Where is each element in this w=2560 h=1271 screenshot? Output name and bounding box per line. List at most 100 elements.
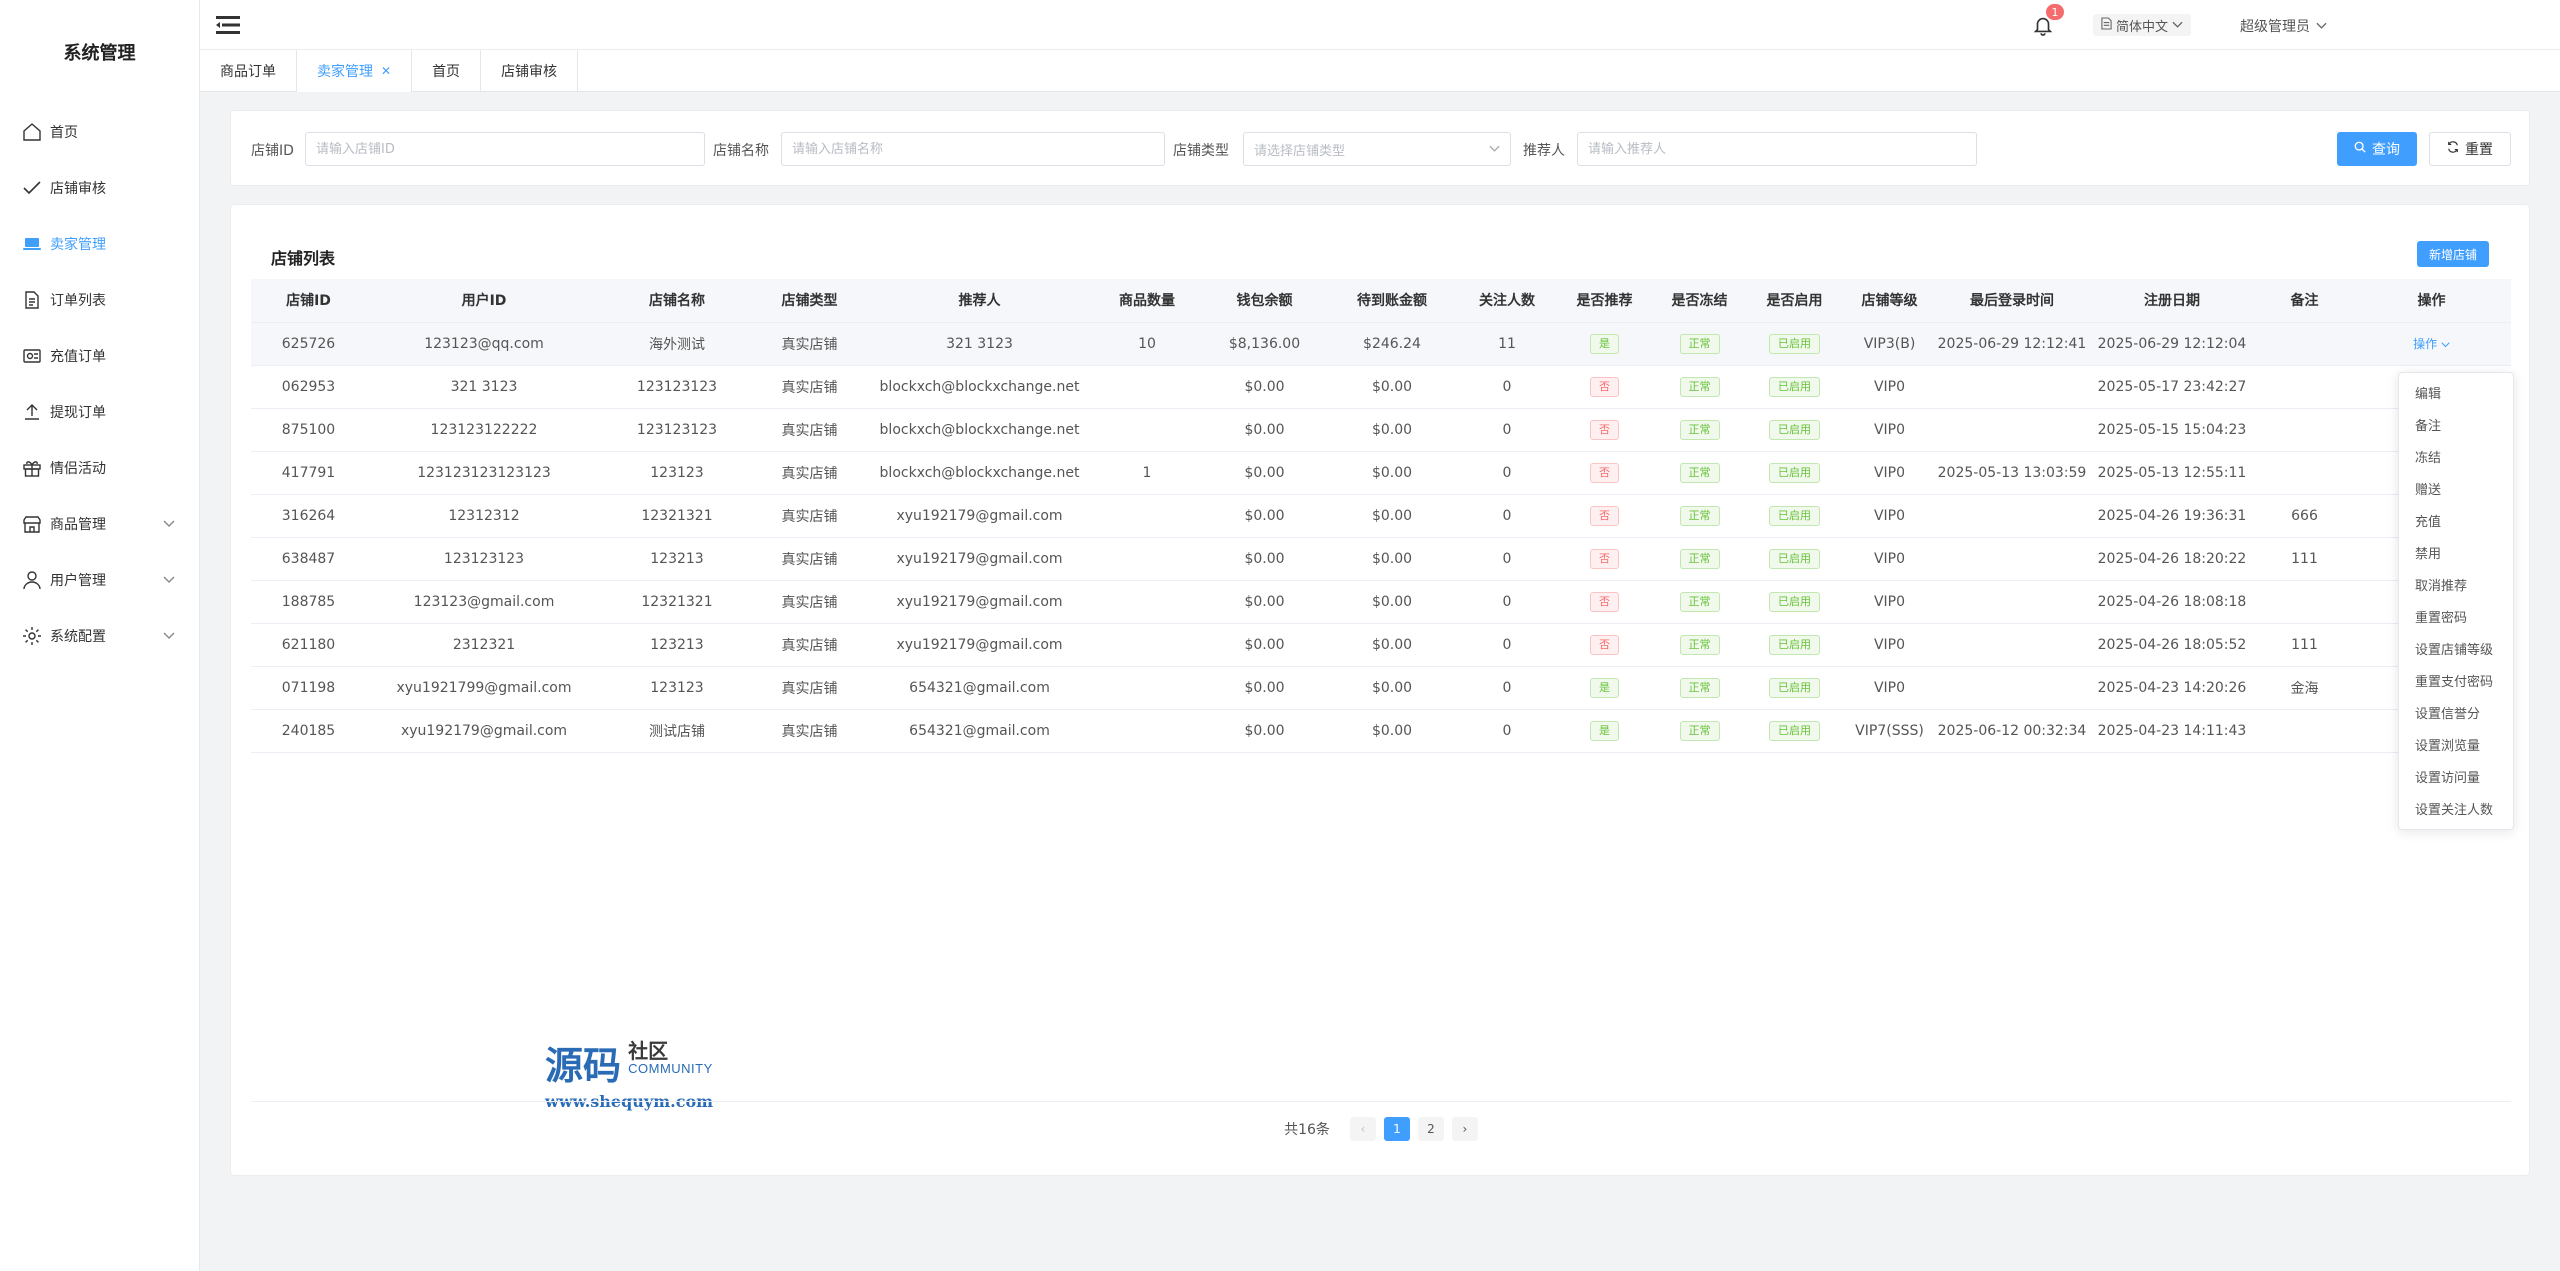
shop-type-select[interactable]: 请选择店铺类型: [1243, 132, 1511, 166]
operation-button[interactable]: 操作: [2413, 337, 2450, 351]
dropdown-item[interactable]: 重置密码: [2415, 611, 2468, 626]
tab[interactable]: 首页: [412, 50, 482, 92]
sidebar-item[interactable]: 卖家管理: [0, 216, 199, 272]
table-row[interactable]: 638487 123123123 123213 真实店铺 xyu192179@gmail…: [251, 537, 2511, 580]
dropdown-item[interactable]: 设置信誉分: [2415, 707, 2481, 722]
table-row[interactable]: 188785 123123@gmail.com 12321321 真实店铺 xyu192…: [251, 580, 2511, 623]
dropdown-item[interactable]: 设置访问量: [2415, 771, 2481, 786]
shop-name-input[interactable]: [781, 132, 1165, 166]
referrer-input[interactable]: [1577, 132, 1977, 166]
sidebar-item[interactable]: 用户管理: [0, 552, 199, 608]
enabled-badge: 已启用: [1769, 376, 1820, 397]
tab[interactable]: 卖家管理 ✕: [297, 50, 413, 92]
table-row[interactable]: 875100 123123122222 123123123 真实店铺 blockxch@…: [251, 408, 2511, 451]
gift-icon: [22, 458, 42, 478]
column-header: 是否推荐: [1557, 279, 1652, 323]
recommend-badge: 否: [1590, 505, 1619, 526]
recommend-badge: 是: [1590, 677, 1619, 698]
chevron-down-icon: [163, 516, 177, 530]
pagination-prev[interactable]: ‹: [1349, 1117, 1376, 1141]
user-menu[interactable]: 超级管理员: [2240, 16, 2327, 36]
pagination-next[interactable]: ›: [1451, 1117, 1478, 1141]
table-cell: 已启用: [1747, 365, 1842, 408]
table-cell: $0.00: [1371, 593, 1413, 610]
menu-toggle-icon[interactable]: [216, 14, 240, 36]
dropdown-item[interactable]: 充值: [2415, 515, 2442, 530]
frozen-badge: 正常: [1679, 419, 1720, 440]
home-icon: [22, 122, 42, 142]
table-cell: 240185: [281, 722, 336, 739]
table-cell: 金海: [2290, 680, 2319, 697]
reset-button[interactable]: 重置: [2429, 132, 2511, 166]
pagination-page[interactable]: 1: [1383, 1117, 1410, 1141]
table-cell: $0.00: [1244, 593, 1285, 610]
table-cell: $0.00: [1371, 421, 1413, 438]
dropdown-item[interactable]: 备注: [2415, 419, 2442, 434]
enabled-badge: 已启用: [1769, 720, 1820, 741]
table-cell: 测试店铺: [649, 723, 705, 740]
table-cell: $246.24: [1363, 335, 1421, 352]
table-row[interactable]: 071198 xyu1921799@gmail.com 123123 真实店铺 6543…: [251, 666, 2511, 709]
tags-view: 商品订单 卖家管理 ✕ 首页 店铺审核: [200, 50, 2560, 92]
dropdown-item[interactable]: 编辑: [2415, 387, 2442, 402]
table-cell: VIP0: [1873, 507, 1906, 524]
table-cell: VIP0: [1873, 464, 1906, 481]
sidebar-item[interactable]: 首页: [0, 104, 199, 160]
table-cell: VIP0: [1873, 421, 1906, 438]
chevron-down-icon: [163, 572, 177, 586]
bell-icon[interactable]: [2032, 14, 2054, 36]
table-cell: 已启用: [1747, 408, 1842, 451]
tab[interactable]: 商品订单: [200, 50, 297, 92]
table-cell: 12312312: [448, 507, 520, 524]
shop-id-input[interactable]: [305, 132, 705, 166]
tab[interactable]: 店铺审核: [481, 50, 579, 92]
add-shop-button[interactable]: 新增店铺: [2417, 241, 2489, 267]
table-cell: 123123@qq.com: [424, 335, 544, 352]
sidebar-item-label: 店铺审核: [50, 181, 106, 197]
table-cell: 已启用: [1747, 322, 1842, 365]
upload-icon: [22, 402, 42, 422]
dropdown-item[interactable]: 重置支付密码: [2415, 675, 2494, 690]
sidebar-item[interactable]: 订单列表: [0, 272, 199, 328]
table-cell: $0.00: [1244, 679, 1285, 696]
dropdown-item[interactable]: 设置店铺等级: [2415, 643, 2494, 658]
sidebar-item[interactable]: 系统配置: [0, 608, 199, 664]
table-row[interactable]: 625726 123123@qq.com 海外测试 真实店铺 321 3123 10 $8,…: [251, 322, 2511, 365]
dropdown-item[interactable]: 设置关注人数: [2415, 803, 2494, 818]
sidebar-item[interactable]: 商品管理: [0, 496, 199, 552]
table-cell: $0.00: [1371, 378, 1413, 395]
table-row[interactable]: 316264 12312312 12321321 真实店铺 xyu192179@gmai…: [251, 494, 2511, 537]
pagination-page[interactable]: 2: [1417, 1117, 1444, 1141]
table-row[interactable]: 621180 2312321 123213 真实店铺 xyu192179@gmail.c…: [251, 623, 2511, 666]
language-select[interactable]: 简体中文: [2093, 14, 2192, 36]
close-icon[interactable]: ✕: [381, 64, 392, 78]
reset-button-label: 重置: [2465, 142, 2493, 158]
query-button[interactable]: 查询: [2337, 132, 2417, 166]
sidebar-item[interactable]: 店铺审核: [0, 160, 199, 216]
sidebar-item[interactable]: 情侣活动: [0, 440, 199, 496]
enabled-badge: 已启用: [1769, 462, 1820, 483]
chevron-down-icon: [2316, 18, 2327, 34]
table-cell: $0.00: [1371, 722, 1413, 739]
dropdown-item[interactable]: 禁用: [2415, 547, 2442, 562]
table-cell: VIP0: [1873, 550, 1906, 567]
enabled-badge: 已启用: [1769, 548, 1820, 569]
table-cell: VIP0: [1873, 378, 1906, 395]
dropdown-item[interactable]: 冻结: [2415, 451, 2442, 466]
table-cell: 真实店铺: [781, 465, 838, 482]
frozen-badge: 正常: [1679, 720, 1720, 741]
table-cell: 0: [1502, 421, 1512, 438]
column-header: 是否冻结: [1652, 279, 1747, 323]
query-button-label: 查询: [2372, 142, 2400, 158]
dropdown-item[interactable]: 设置浏览量: [2415, 739, 2481, 754]
sidebar-item[interactable]: 充值订单: [0, 328, 199, 384]
recommend-badge: 是: [1590, 720, 1619, 741]
dropdown-item[interactable]: 取消推荐: [2415, 579, 2468, 594]
dropdown-item[interactable]: 赠送: [2415, 483, 2442, 498]
table-cell: 正常: [1652, 709, 1747, 752]
sidebar-item[interactable]: 提现订单: [0, 384, 199, 440]
table-row[interactable]: 062953 321 3123 123123123 真实店铺 blockxch@bloc…: [251, 365, 2511, 408]
table-row[interactable]: 240185 xyu192179@gmail.com 测试店铺 真实店铺 654321@…: [251, 709, 2511, 752]
document-icon: [22, 290, 42, 310]
table-row[interactable]: 417791 123123123123123 123123 真实店铺 blockxch@…: [251, 451, 2511, 494]
